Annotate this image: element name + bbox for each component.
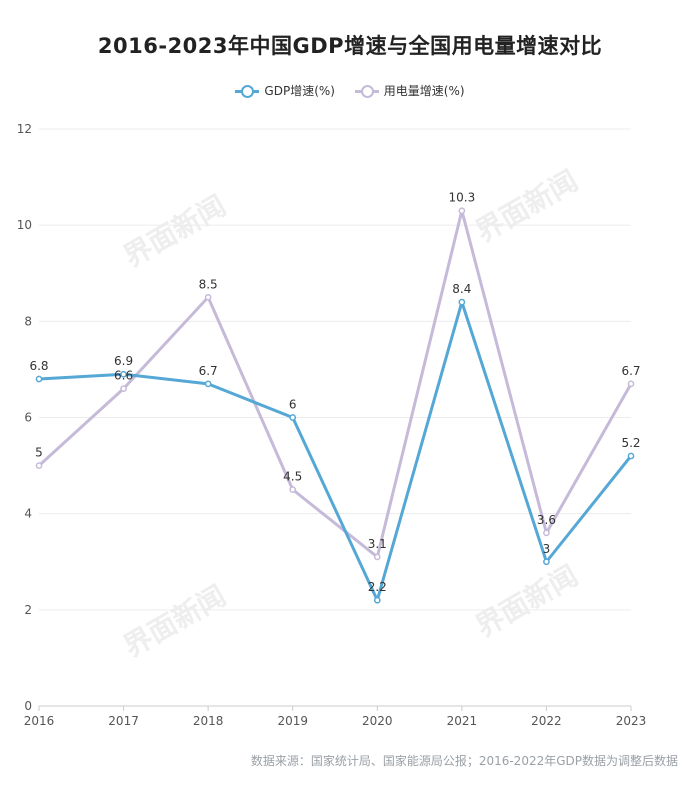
data-label-power: 10.3 xyxy=(448,191,475,205)
x-tick-label: 2020 xyxy=(362,714,393,728)
legend-dot-gdp xyxy=(241,84,255,98)
x-tick-label: 2017 xyxy=(108,714,139,728)
data-label-gdp: 6.7 xyxy=(199,364,218,378)
x-tick-label: 2023 xyxy=(616,714,647,728)
data-point-gdp xyxy=(373,596,381,604)
y-tick-label: 10 xyxy=(17,218,32,232)
series-line-gdp xyxy=(37,300,633,602)
data-label-gdp: 2.2 xyxy=(368,580,387,594)
data-label-gdp: 8.4 xyxy=(452,282,471,296)
data-source-note: 数据来源：国家统计局、国家能源局公报；2016-2022年GDP数据为调整后数据 xyxy=(250,754,678,768)
y-tick-label: 0 xyxy=(24,699,32,713)
x-tick-label: 2016 xyxy=(24,714,55,728)
data-point-gdp xyxy=(204,380,212,388)
data-label-power: 6.7 xyxy=(621,364,640,378)
y-tick-label: 12 xyxy=(17,122,32,136)
legend-label-gdp: GDP增速(%) xyxy=(264,84,335,98)
data-point-power xyxy=(627,380,635,388)
data-point-power xyxy=(373,553,381,561)
data-label-gdp: 6 xyxy=(289,398,297,412)
data-label-gdp: 6.8 xyxy=(29,359,48,373)
data-label-power: 4.5 xyxy=(283,470,302,484)
data-point-power xyxy=(204,293,212,301)
y-tick-label: 4 xyxy=(24,507,32,521)
data-point-power xyxy=(289,486,297,493)
chart-legend: GDP增速(%) 用电量增速(%) xyxy=(0,82,700,101)
legend-swatch-power xyxy=(354,84,379,98)
legend-dot-power xyxy=(360,84,374,98)
data-point-power xyxy=(35,462,43,469)
data-label-gdp: 3 xyxy=(543,542,551,556)
data-label-power: 8.5 xyxy=(199,277,218,291)
data-point-gdp xyxy=(458,298,466,306)
legend-label-power: 用电量增速(%) xyxy=(383,84,465,98)
series-line-power xyxy=(37,209,633,559)
data-label-power: 3.6 xyxy=(537,513,556,527)
x-tick-label: 2022 xyxy=(531,714,562,728)
y-tick-label: 8 xyxy=(24,314,32,328)
data-label-power: 5 xyxy=(35,446,43,460)
data-point-power xyxy=(458,207,466,215)
data-point-power xyxy=(543,529,550,537)
data-point-gdp xyxy=(35,375,43,383)
data-label-gdp: 6.9 xyxy=(114,354,133,368)
x-tick-label: 2021 xyxy=(447,714,478,728)
x-tick-label: 2018 xyxy=(193,714,224,728)
data-point-power xyxy=(120,385,127,392)
y-tick-label: 6 xyxy=(24,411,32,425)
legend-item-gdp[interactable]: GDP增速(%) xyxy=(235,82,335,99)
data-label-power: 3.1 xyxy=(368,537,387,551)
legend-swatch-gdp xyxy=(235,84,260,98)
data-point-gdp xyxy=(120,370,127,378)
chart-title: 2016-2023年中国GDP增速与全国用电量增速对比 xyxy=(97,34,603,58)
data-point-gdp xyxy=(627,452,635,460)
data-label-gdp: 5.2 xyxy=(621,436,640,450)
data-point-gdp xyxy=(289,414,297,421)
data-point-gdp xyxy=(543,558,550,566)
x-tick-label: 2019 xyxy=(277,714,308,728)
legend-item-power[interactable]: 用电量增速(%) xyxy=(354,82,465,99)
data-label-power: 6.6 xyxy=(114,369,133,383)
y-tick-label: 2 xyxy=(24,603,32,617)
line-chart: 0 2 4 6 8 10 12 2016 2017 2018 2019 2020 2021 2022 202… xyxy=(17,122,647,728)
